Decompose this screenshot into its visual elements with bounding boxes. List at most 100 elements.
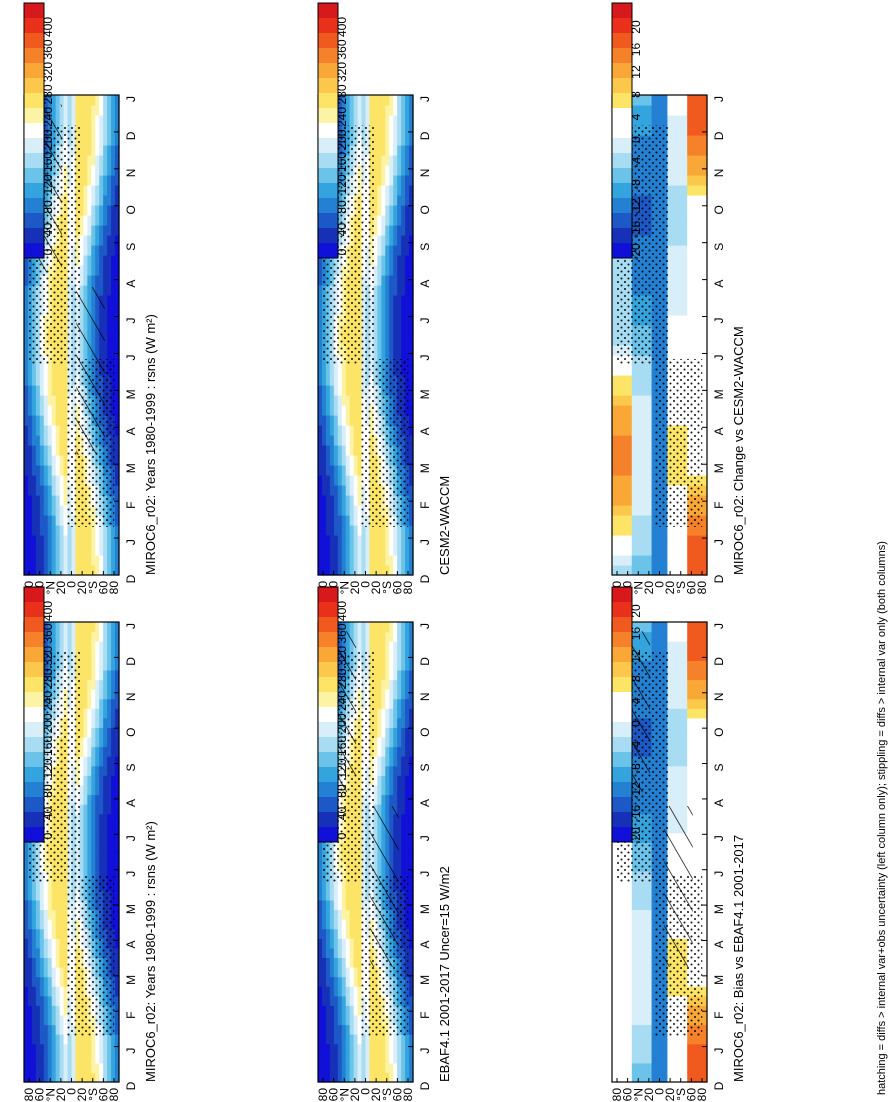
heatmap-cell xyxy=(51,435,57,446)
heatmap-cell xyxy=(353,455,359,466)
heatmap-cell xyxy=(373,708,378,719)
heatmap-cell xyxy=(103,861,108,872)
heatmap-cell xyxy=(341,1014,347,1026)
heatmap-cell xyxy=(393,265,398,276)
heatmap-cell xyxy=(71,565,77,576)
colorbar-swatch xyxy=(24,752,44,768)
heatmap-cell xyxy=(51,375,57,386)
heatmap-cell xyxy=(325,435,331,446)
heatmap-cell xyxy=(27,928,33,939)
heatmap-cell xyxy=(27,395,33,406)
heatmap-cell xyxy=(87,145,92,156)
heatmap-cell xyxy=(353,1014,359,1026)
heatmap-cell xyxy=(329,445,335,456)
heatmap-cell xyxy=(401,775,406,786)
heatmap-cell xyxy=(321,995,327,1006)
heatmap-cell xyxy=(318,455,323,466)
heatmap-cell xyxy=(377,650,382,661)
heatmap-cell xyxy=(325,976,331,987)
heatmap-cell xyxy=(337,485,343,496)
heatmap-cell xyxy=(75,555,81,566)
heatmap-cell xyxy=(381,775,386,786)
heatmap-cell xyxy=(35,555,41,566)
colorbar-swatch xyxy=(24,737,44,753)
month-tick-label: N xyxy=(418,169,432,178)
heatmap-cell xyxy=(409,235,414,246)
heatmap-cell xyxy=(99,115,104,126)
heatmap-cell xyxy=(377,545,382,556)
heatmap-cell xyxy=(107,115,112,126)
heatmap-cell xyxy=(337,395,343,406)
heatmap-cell xyxy=(115,938,120,949)
heatmap-cell xyxy=(103,565,108,576)
month-tick-label: M xyxy=(124,975,138,985)
heatmap-cell xyxy=(67,1043,73,1054)
heatmap-cell xyxy=(353,105,359,116)
heatmap-cell xyxy=(329,890,335,901)
heatmap-cell xyxy=(401,804,406,815)
heatmap-cell xyxy=(333,475,339,486)
heatmap-cell xyxy=(341,455,347,466)
heatmap-cell xyxy=(333,465,339,476)
heatmap-cell xyxy=(39,505,45,516)
heatmap-cell xyxy=(51,947,57,959)
month-tick-label: O xyxy=(418,727,432,736)
heatmap-cell xyxy=(99,804,104,815)
heatmap-cell xyxy=(107,235,112,246)
heatmap-cell xyxy=(318,395,323,406)
heatmap-cell xyxy=(401,195,406,206)
heatmap-cell xyxy=(401,784,406,796)
heatmap-cell xyxy=(115,1034,120,1045)
heatmap-cell xyxy=(385,525,390,536)
heatmap-cell xyxy=(47,485,53,496)
heatmap-cell xyxy=(24,1034,29,1045)
heatmap-cell xyxy=(325,545,331,556)
heatmap-cell xyxy=(103,205,108,216)
heatmap-cell xyxy=(345,385,351,396)
heatmap-cell xyxy=(357,1024,363,1035)
heatmap-cell xyxy=(405,641,410,652)
heatmap-cell xyxy=(325,455,331,466)
heatmap-cell xyxy=(35,375,41,386)
heatmap-cell xyxy=(35,899,41,911)
heatmap-cell xyxy=(385,631,390,642)
heatmap-cell xyxy=(337,555,343,566)
heatmap-cell xyxy=(91,756,96,767)
heatmap-cell xyxy=(337,919,343,930)
colorbar-swatch xyxy=(318,602,338,618)
colorbar-label: 120 xyxy=(41,758,55,778)
heatmap-cell xyxy=(612,485,617,496)
heatmap-cell xyxy=(24,909,29,920)
heatmap-cell xyxy=(345,565,351,576)
heatmap-cell xyxy=(361,1072,367,1083)
heatmap-cell xyxy=(51,995,57,1006)
heatmap-cell xyxy=(385,784,390,796)
heatmap-cell xyxy=(341,365,347,376)
heatmap-cell xyxy=(345,986,351,997)
heatmap-cell xyxy=(79,852,84,863)
heatmap-cell xyxy=(91,1072,96,1083)
heatmap-cell xyxy=(39,1034,45,1045)
heatmap-cell xyxy=(63,105,69,116)
heatmap-cell xyxy=(67,631,73,642)
heatmap-cell xyxy=(401,135,406,146)
heatmap-cell xyxy=(63,415,69,426)
heatmap-cell xyxy=(24,995,29,1006)
heatmap-cell xyxy=(405,813,410,824)
heatmap-cell xyxy=(325,880,331,891)
heatmap-cell xyxy=(75,622,81,633)
heatmap-cell xyxy=(397,135,402,146)
lat-tick-label: 80 xyxy=(107,581,121,595)
heatmap-cell xyxy=(55,525,61,536)
heatmap-cell xyxy=(39,1014,45,1026)
heatmap-cell xyxy=(115,345,120,356)
heatmap-cell xyxy=(47,938,53,949)
colorbar-label: 0 xyxy=(335,832,349,839)
heatmap-cell xyxy=(59,415,65,426)
heatmap-cell xyxy=(385,195,390,206)
colorbar-label: 80 xyxy=(41,784,55,798)
heatmap-cell xyxy=(24,535,29,546)
heatmap-cell xyxy=(91,708,96,719)
heatmap-cell xyxy=(341,890,347,901)
lat-tick-label: 20 xyxy=(348,581,362,595)
